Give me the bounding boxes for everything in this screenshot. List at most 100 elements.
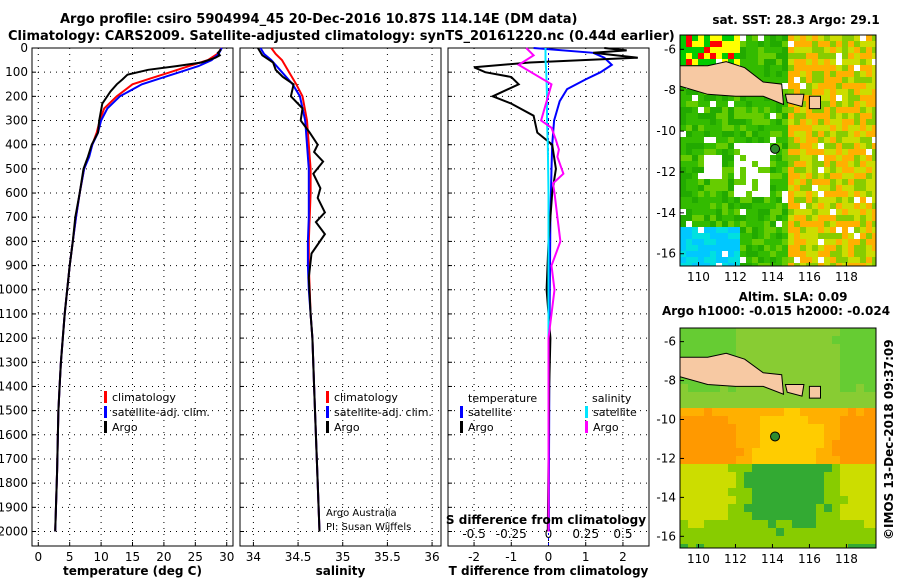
- map-cell: [832, 368, 840, 376]
- map-cell: [866, 215, 872, 221]
- map-cell: [734, 263, 740, 266]
- map-cell: [824, 191, 830, 197]
- map-cell: [788, 251, 794, 257]
- map-cell: [800, 464, 808, 472]
- map-cell: [818, 113, 824, 119]
- map-cell: [686, 263, 692, 266]
- map-cell: [812, 149, 818, 155]
- map-cell: [824, 448, 832, 456]
- map-cell: [752, 408, 760, 416]
- map-cell: [680, 456, 688, 464]
- map-cell: [740, 59, 746, 65]
- map-cell: [856, 344, 864, 352]
- map-cell: [788, 185, 794, 191]
- map-cell: [728, 107, 734, 113]
- map-cell: [854, 149, 860, 155]
- map-cell: [860, 149, 866, 155]
- map-cell: [848, 71, 854, 77]
- lat-tick-label: -14: [656, 206, 676, 220]
- map-cell: [840, 384, 848, 392]
- map-cell: [760, 528, 768, 536]
- map-cell: [816, 376, 824, 384]
- map-cell: [812, 155, 818, 161]
- map-cell: [736, 392, 744, 400]
- map-cell: [818, 89, 824, 95]
- map-cell: [716, 161, 722, 167]
- map-cell: [740, 41, 746, 47]
- map-cell: [872, 149, 876, 155]
- map-cell: [776, 400, 784, 408]
- map-cell: [854, 113, 860, 119]
- map-cell: [768, 408, 776, 416]
- map-cell: [848, 440, 856, 448]
- map-cell: [728, 209, 734, 215]
- map-cell: [872, 496, 876, 504]
- map-cell: [734, 203, 740, 209]
- map-cell: [864, 464, 872, 472]
- map-cell: [752, 384, 760, 392]
- map-cell: [746, 167, 752, 173]
- map-cell: [848, 233, 854, 239]
- map-cell: [794, 89, 800, 95]
- legend-argo-swatch: [104, 421, 107, 433]
- map-cell: [728, 101, 734, 107]
- map-cell: [752, 520, 760, 528]
- map-cell: [688, 400, 696, 408]
- map-cell: [680, 227, 686, 233]
- map-cell: [728, 464, 736, 472]
- map-cell: [812, 185, 818, 191]
- map-cell: [830, 125, 836, 131]
- map-cell: [746, 65, 752, 71]
- map-cell: [792, 528, 800, 536]
- map-cell: [848, 185, 854, 191]
- map-cell: [704, 53, 710, 59]
- map-cell: [728, 328, 736, 336]
- map-cell: [864, 528, 872, 536]
- map-cell: [872, 65, 876, 71]
- lon-tick-label: 110: [687, 552, 710, 566]
- map-cell: [692, 125, 698, 131]
- map-cell: [860, 209, 866, 215]
- map-cell: [722, 125, 728, 131]
- map-cell: [782, 197, 788, 203]
- map-cell: [788, 233, 794, 239]
- map-cell: [860, 239, 866, 245]
- map-cell: [704, 400, 712, 408]
- map-cell: [716, 53, 722, 59]
- map-cell: [830, 251, 836, 257]
- map-cell: [806, 143, 812, 149]
- map-cell: [704, 191, 710, 197]
- map-cell: [856, 488, 864, 496]
- map-cell: [744, 504, 752, 512]
- legend-s-argo-swatch: [585, 421, 588, 433]
- map-cell: [854, 107, 860, 113]
- map-cell: [848, 77, 854, 83]
- map-cell: [812, 113, 818, 119]
- map-cell: [800, 215, 806, 221]
- map-cell: [698, 101, 704, 107]
- map-cell: [806, 131, 812, 137]
- map-cell: [840, 504, 848, 512]
- map-cell: [746, 203, 752, 209]
- map-cell: [872, 536, 876, 544]
- map-cell: [696, 480, 704, 488]
- map-cell: [722, 245, 728, 251]
- map-cell: [782, 59, 788, 65]
- map-cell: [782, 47, 788, 53]
- map-cell: [704, 221, 710, 227]
- map-cell: [698, 125, 704, 131]
- map-cell: [704, 59, 710, 65]
- map-cell: [806, 203, 812, 209]
- map-cell: [816, 480, 824, 488]
- map-cell: [704, 101, 710, 107]
- map-cell: [830, 179, 836, 185]
- map-cell: [712, 544, 720, 548]
- map-cell: [698, 167, 704, 173]
- map-cell: [860, 257, 866, 263]
- map-cell: [788, 179, 794, 185]
- map-cell: [704, 227, 710, 233]
- map-cell: [818, 77, 824, 83]
- map-cell: [716, 197, 722, 203]
- map-cell: [746, 47, 752, 53]
- map-cell: [720, 424, 728, 432]
